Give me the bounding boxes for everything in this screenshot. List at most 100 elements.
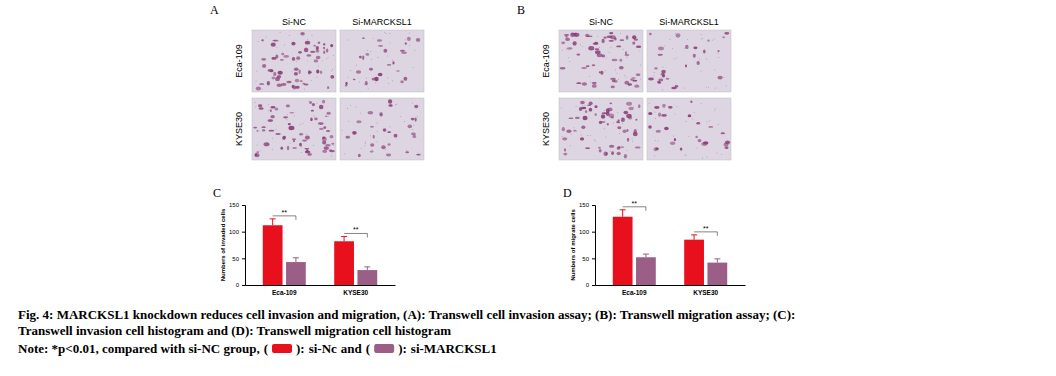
cell-blob [295, 86, 300, 89]
cell-blob [616, 46, 621, 48]
pore [568, 57, 569, 58]
cell-blob [299, 143, 302, 147]
cell-blob [602, 112, 608, 114]
pore [656, 150, 657, 151]
cell-blob [414, 105, 418, 109]
pore [413, 125, 414, 126]
cell-blob [635, 147, 641, 149]
pore [605, 136, 606, 137]
y-tick: 100 [229, 229, 245, 235]
pore [287, 81, 288, 82]
cell-blob [353, 79, 356, 81]
cell-blob [695, 136, 698, 138]
y-tick: 150 [579, 202, 595, 208]
cell-blob [330, 44, 333, 47]
pore [377, 131, 378, 132]
cell-blob [627, 138, 630, 142]
pore [603, 113, 604, 114]
pore [590, 82, 591, 83]
pore [366, 78, 367, 79]
y-axis-title: Numbers of migrate cells [570, 208, 576, 280]
cell-blob [595, 48, 600, 50]
cell-blob [620, 39, 625, 41]
pore [304, 88, 305, 89]
pore [414, 50, 415, 51]
cell-blob [302, 83, 305, 85]
error-bar-stem [622, 210, 623, 217]
pore [617, 73, 618, 74]
significance-bracket [623, 207, 646, 211]
micrograph-background [252, 98, 336, 160]
pore [582, 105, 583, 106]
cell-blob [362, 56, 364, 60]
cell-blob [262, 64, 266, 68]
cell-blob [264, 142, 270, 146]
cell-blob [273, 72, 276, 76]
cell-blob [292, 138, 296, 140]
pore [633, 43, 634, 44]
row-label: Eca-109 [541, 44, 551, 78]
cell-blob [345, 82, 347, 85]
cell-blob [367, 111, 373, 114]
pore [715, 108, 716, 109]
pore [314, 116, 315, 117]
pore [255, 102, 256, 103]
y-tick-mark [242, 205, 245, 206]
pore [347, 108, 348, 109]
pore [375, 82, 376, 83]
pore [686, 155, 687, 156]
pore [389, 33, 390, 34]
cell-blob [632, 42, 635, 45]
cell-blob [708, 126, 713, 128]
caption-punctuation: ( [366, 341, 370, 356]
pore [412, 102, 413, 103]
caption-joiner: and [341, 341, 363, 356]
figure: ASi-NCSi-MARCKSL1Eca-109KYSE30BSi-NCSi-M… [0, 0, 1056, 376]
cell-blob [373, 135, 375, 139]
cell-blob [603, 152, 607, 156]
cell-blob [661, 114, 667, 117]
cell-blob [612, 79, 616, 82]
cell-blob [267, 81, 270, 85]
pore [310, 73, 311, 74]
pore [260, 151, 261, 152]
cell-blob [680, 147, 683, 150]
cell-blob [387, 131, 391, 133]
y-tick-label: 50 [582, 256, 589, 262]
x-tick-label: Eca-109 [272, 289, 297, 296]
cell-blob [636, 46, 641, 48]
cell-blob [611, 116, 614, 118]
pore [325, 137, 326, 138]
pore [377, 57, 378, 58]
cell-blob [306, 150, 309, 153]
micrograph-background [559, 98, 643, 160]
pore [613, 122, 614, 123]
error-bar-cap [691, 234, 697, 235]
cell-blob [610, 78, 616, 80]
cell-blob [270, 109, 272, 112]
pore [307, 39, 308, 40]
pore [333, 55, 334, 56]
pore [627, 155, 628, 156]
cell-blob [296, 56, 300, 60]
cell-blob [379, 112, 382, 116]
plot-area [613, 210, 727, 285]
x-axis: Eca-109KYSE30 [246, 285, 396, 296]
y-axis: 050100150 [579, 202, 596, 288]
cell-blob [611, 86, 615, 89]
cell-blob [316, 46, 319, 50]
pore [692, 119, 693, 120]
pore [570, 145, 571, 146]
cell-blob [583, 116, 588, 120]
cell-blob [648, 78, 654, 81]
cell-blob [308, 70, 311, 74]
micrograph [340, 98, 424, 160]
pore [256, 80, 257, 81]
cell-blob [411, 132, 416, 135]
cell-blob [601, 114, 605, 118]
cell-blob [388, 104, 392, 106]
pore [332, 69, 333, 70]
pore [640, 64, 641, 65]
cell-blob [326, 130, 330, 132]
cell-blob [623, 130, 627, 133]
